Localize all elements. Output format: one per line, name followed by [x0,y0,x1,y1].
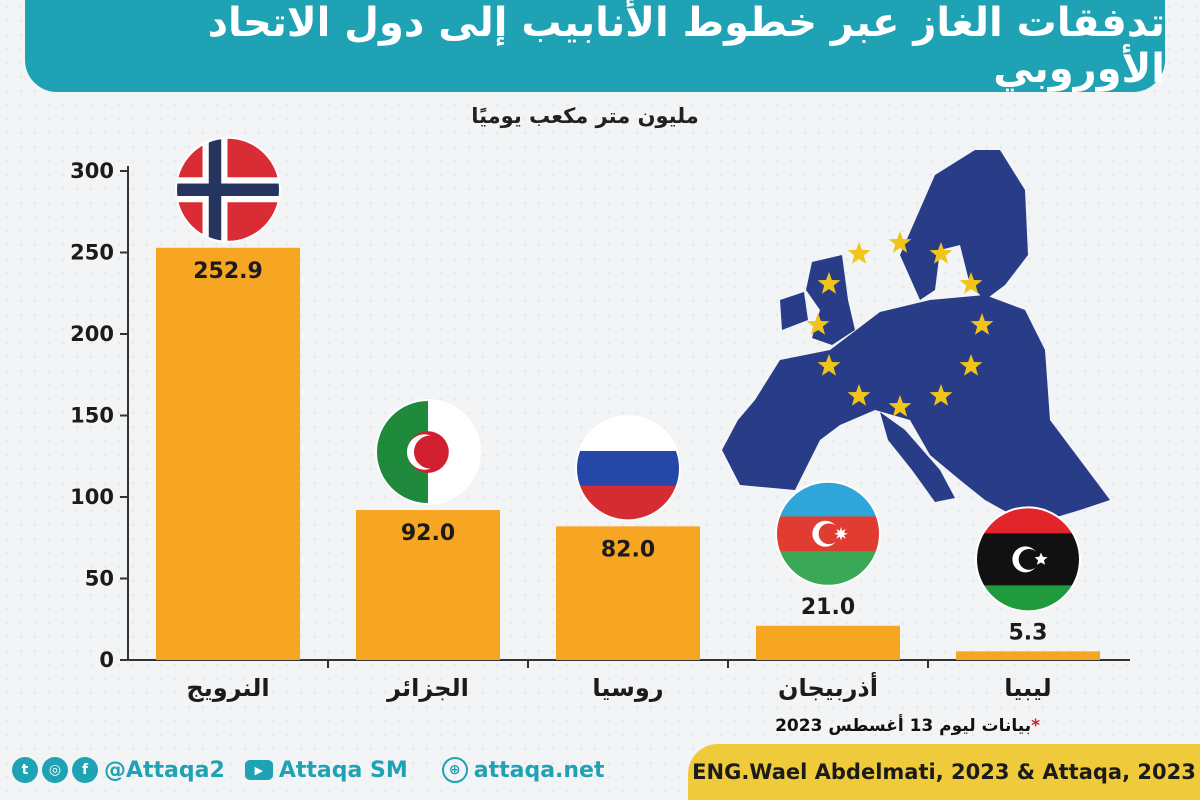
footnote-star: * [1031,716,1040,736]
bar-value-label: 252.9 [193,259,263,284]
y-tick-label: 100 [70,485,114,509]
eu-star [817,354,841,376]
eu-star [847,242,871,264]
bar [356,510,500,660]
eu-star [959,354,983,376]
azerbaijan-flag-icon [775,480,881,587]
norway-flag-icon [175,136,281,243]
italy-shape [880,412,955,502]
eu-star [929,242,953,264]
eu-star [888,395,912,417]
eu-star [888,231,912,253]
footer-social: t ◎ f @Attaqa2 ▶ Attaqa SM ⊕ attaqa.net [0,740,692,800]
bar-value-label: 82.0 [601,537,655,562]
bar [556,526,700,660]
bar [156,247,300,660]
youtube-group: ▶ Attaqa SM [244,757,408,783]
title-banner: تدفقات الغاز عبر خطوط الأنابيب إلى دول ا… [25,0,1165,92]
mainland-europe-shape [722,295,1110,525]
credit-banner: ENG.Wael Abdelmati, 2023 & Attaqa, 2023 [688,744,1200,800]
bar-value-label: 21.0 [801,595,855,620]
page-title: تدفقات الغاز عبر خطوط الأنابيب إلى دول ا… [207,0,1165,92]
youtube-handle[interactable]: Attaqa SM [278,757,408,783]
eu-star [847,384,871,406]
y-tick-label: 300 [70,159,114,183]
x-tick-label: الجزائر [386,674,469,702]
x-tick-label: أذربيجان [778,672,878,702]
x-tick-label: روسيا [592,674,663,702]
credit-text: ENG.Wael Abdelmati, 2023 & Attaqa, 2023 [692,760,1196,784]
y-tick-label: 250 [70,241,114,265]
bar [956,651,1100,660]
scandinavia-shape [900,150,1028,300]
y-tick-label: 150 [70,404,114,428]
footnote-text: بيانات ليوم 13 أغسطس 2023 [775,716,1032,736]
bar-value-label: 5.3 [1009,620,1048,645]
footnote: *بيانات ليوم 13 أغسطس 2023 [720,716,1040,736]
y-tick-label: 50 [85,567,114,591]
globe-icon[interactable]: ⊕ [441,757,468,783]
eu-star [959,272,983,294]
instagram-icon[interactable]: ◎ [42,757,68,783]
y-tick-label: 200 [70,322,114,346]
website-link[interactable]: attaqa.net [473,757,605,783]
ireland-shape [780,292,808,330]
libya-flag-icon [975,506,1081,613]
x-tick-label: النرويج [186,674,269,702]
y-tick-label: 0 [99,648,114,672]
eu-star [929,384,953,406]
algeria-flag-icon [375,399,481,506]
twitter-icon[interactable]: t [12,757,38,783]
website-group: ⊕ attaqa.net [441,757,605,783]
russia-flag-icon [575,415,681,522]
facebook-icon[interactable]: f [72,757,98,783]
y-axis-unit-label: مليون متر مكعب يوميًا [471,104,699,128]
social-handle[interactable]: @Attaqa2 [104,757,225,783]
x-tick-label: ليبيا [1004,674,1051,702]
youtube-icon[interactable]: ▶ [244,760,273,780]
bar-value-label: 92.0 [401,521,455,546]
bar [756,625,900,660]
eu-map [722,150,1110,525]
eu-star [817,272,841,294]
eu-star [806,313,830,335]
social-group: t ◎ f @Attaqa2 [12,757,225,783]
eu-star [970,313,994,335]
